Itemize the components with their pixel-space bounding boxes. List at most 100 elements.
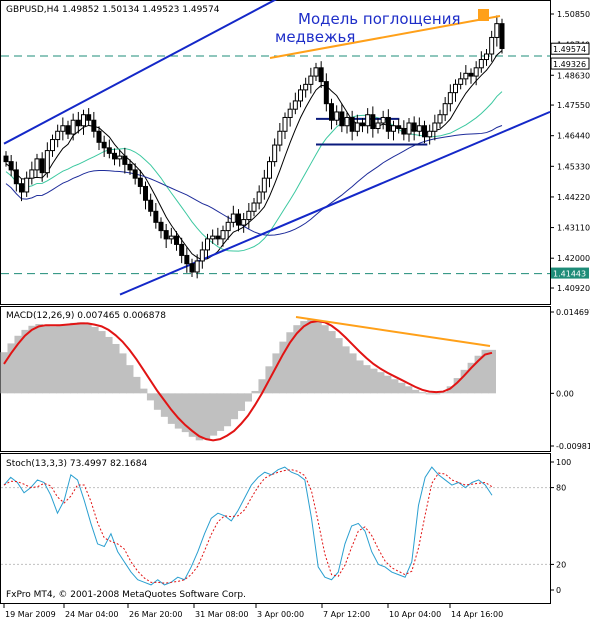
candle-bull <box>261 177 267 193</box>
macd-histogram-bar <box>14 335 22 394</box>
macd-histogram-bar <box>404 386 413 394</box>
macd-histogram-bar <box>244 393 252 402</box>
candle-bull <box>55 130 61 141</box>
candle-bear <box>189 263 195 273</box>
candle-bull <box>241 219 247 226</box>
candle-bull <box>210 235 216 240</box>
macd-histogram-bar <box>370 368 378 394</box>
macd-histogram-bar <box>160 393 169 417</box>
candle-bull <box>225 221 231 232</box>
candle-bull <box>44 150 50 174</box>
stoch-axis: 100 80 20 0 <box>550 458 571 595</box>
candle-bear <box>96 130 102 143</box>
candle-bull <box>313 67 319 77</box>
macd-histogram-bar <box>411 389 420 394</box>
macd-histogram-bar <box>181 393 190 433</box>
macd-histogram-bar <box>132 376 141 394</box>
candle-bear <box>174 235 179 245</box>
candle-bull <box>473 67 479 77</box>
macd-histogram-bar <box>35 324 43 394</box>
macd-histogram-bar <box>230 393 239 420</box>
macd-histogram-bar <box>397 382 406 394</box>
candle-bull <box>230 213 236 223</box>
stoch-panel-frame <box>0 453 551 604</box>
candle-bull <box>246 210 252 221</box>
candle-bull <box>277 130 283 146</box>
macd-histogram-bar <box>349 353 357 394</box>
stoch-main-line <box>3 466 493 586</box>
candle-bull <box>199 249 205 262</box>
stoch-signal-line <box>3 469 493 584</box>
candle-bull <box>391 125 396 132</box>
time-tick-label: 19 Mar 2009 <box>5 610 56 619</box>
candle-bear <box>13 169 19 185</box>
macd-histogram-bar <box>314 321 322 394</box>
macd-histogram-bar <box>188 393 197 437</box>
candle-bear <box>137 177 143 187</box>
macd-histogram-bar <box>279 341 287 394</box>
candle-bear <box>411 122 417 132</box>
time-tick-label: 7 Apr 12:00 <box>323 610 370 619</box>
macd-histogram-bar <box>390 379 399 394</box>
candle-bull <box>484 53 489 61</box>
candle-bull <box>272 144 278 163</box>
candle-bear <box>19 183 24 193</box>
price-tick-label: 1.48630 <box>557 71 590 80</box>
time-tick-label: 24 Mar 04:00 <box>65 610 118 619</box>
candle-bear <box>3 155 9 163</box>
candle-bull <box>447 92 453 105</box>
candle-bull <box>380 116 386 124</box>
candle-bull <box>334 111 340 121</box>
macd-histogram-bar <box>42 325 50 394</box>
macd-histogram-bar <box>363 365 371 394</box>
macd-histogram-bar <box>453 378 462 394</box>
candle-bull <box>168 235 174 240</box>
horizontal-levels <box>1 55 550 275</box>
macd-histogram-bar <box>0 352 8 394</box>
candle-bear <box>143 185 148 201</box>
candle-bear <box>385 116 391 132</box>
stoch-tick-label: 100 <box>556 458 571 467</box>
candle-bull <box>117 155 123 160</box>
macd-tick-label: 0.00 <box>556 389 574 398</box>
candle-bear <box>101 141 107 149</box>
stoch-tick-label: 20 <box>556 560 566 569</box>
price-divergence-line <box>269 15 501 59</box>
macd-histogram-bar <box>202 393 211 440</box>
macd-histogram-bar <box>84 324 92 394</box>
macd-histogram-bar <box>112 343 120 394</box>
candle-bull <box>494 23 500 38</box>
candle-bull <box>344 116 350 127</box>
stoch-tick-label: 80 <box>556 484 566 493</box>
candle-bear <box>215 235 221 240</box>
macd-histogram-bar <box>307 319 315 394</box>
candle-bull <box>432 122 438 132</box>
macd-histogram-bar <box>383 375 392 394</box>
candle-bear <box>422 125 427 138</box>
candle-bull <box>453 83 458 94</box>
level-label: 1.41443 <box>553 270 586 279</box>
candle-bull <box>478 59 484 69</box>
ma-slow-line <box>5 125 503 236</box>
candle-bull <box>220 230 226 240</box>
macd-indicator <box>0 316 496 442</box>
candle-bear <box>91 119 97 132</box>
macd-histogram-bar <box>77 322 85 394</box>
candle-bear <box>75 119 81 127</box>
candle-bear <box>122 155 128 165</box>
macd-histogram-bar <box>286 332 294 394</box>
macd-histogram-bar <box>251 390 259 394</box>
candlesticks <box>3 15 505 279</box>
macd-histogram-bar <box>146 393 155 401</box>
candle-bear <box>106 147 112 154</box>
candle-bull <box>463 72 469 80</box>
engulfing-marker <box>478 9 489 21</box>
macd-histogram-bar <box>153 393 162 410</box>
ask-price-label: 1.49326 <box>553 60 586 69</box>
candle-bull <box>256 191 262 204</box>
price-tick-label: 1.43110 <box>557 224 590 233</box>
candle-bear <box>468 72 474 77</box>
candle-bull <box>205 238 210 251</box>
candle-bull <box>437 114 443 124</box>
macd-histogram-bar <box>467 362 476 394</box>
